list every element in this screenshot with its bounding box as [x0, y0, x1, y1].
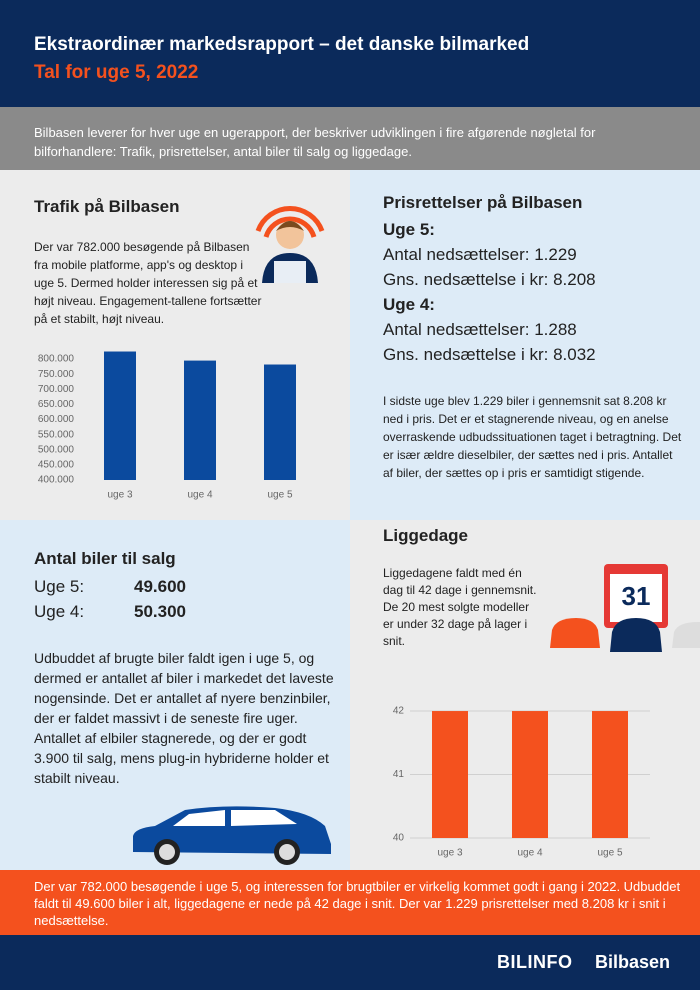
- calendar-cars-icon: 31: [550, 564, 700, 652]
- antal-rows: Uge 5: 49.600 Uge 4: 50.300: [34, 574, 186, 624]
- person-icon: [255, 205, 325, 283]
- y-tick-label: 400.000: [38, 475, 75, 486]
- panel-title: Antal biler til salg: [34, 549, 176, 568]
- y-tick-label: 40: [393, 833, 405, 844]
- summary-band: Der var 782.000 besøgende i uge 5, og in…: [0, 870, 700, 935]
- x-tick-label: uge 3: [437, 848, 462, 859]
- footer: BILINFO Bilbasen: [0, 935, 700, 990]
- y-tick-label: 450.000: [38, 460, 75, 471]
- bar: [512, 711, 548, 838]
- car-icon: [133, 806, 331, 865]
- traffic-chart: 400.000 450.000 500.000 550.000 600.000 650.0…: [38, 351, 296, 501]
- intro-band: Bilbasen leverer for hver uge en ugerapp…: [0, 107, 700, 170]
- y-tick-label: 750.000: [38, 369, 75, 380]
- panel-title: Liggedage: [383, 526, 469, 545]
- panel-title: Prisrettelser på Bilbasen: [383, 193, 583, 212]
- summary: Der var 782.000 besøgende i uge 5, og in…: [34, 879, 681, 928]
- bar: [264, 364, 296, 480]
- week-line: Antal nedsættelser: 1.288: [383, 320, 577, 339]
- liggedage-chart: 40 41 42 uge 3 uge 4 uge 5: [393, 706, 650, 859]
- y-tick-label: 650.000: [38, 399, 75, 410]
- y-tick-label: 800.000: [38, 354, 75, 365]
- x-tick-label: uge 5: [597, 848, 622, 859]
- y-tick-label: 42: [393, 706, 405, 717]
- bar: [184, 360, 216, 480]
- panel-text: Udbuddet af brugte biler faldt igen i ug…: [34, 650, 334, 786]
- panel-text: I sidste uge blev 1.229 biler i gennemsn…: [383, 394, 682, 480]
- panel-text: Der var 782.000 besøgende på Bilbasen fr…: [34, 240, 262, 326]
- logo: Bilbasen: [595, 952, 671, 972]
- week-label: Uge 4:: [383, 295, 435, 314]
- x-tick-label: uge 3: [107, 490, 132, 501]
- trafik-panel: Trafik på Bilbasen Der var 782.000 besøg…: [0, 170, 350, 520]
- row-label: Uge 5:: [34, 577, 85, 596]
- antal-panel: Antal biler til salg Uge 5: 49.600 Uge 4:…: [0, 520, 350, 870]
- row-value: 49.600: [134, 577, 186, 596]
- y-tick-label: 41: [393, 769, 405, 780]
- panel-title: Trafik på Bilbasen: [34, 197, 180, 216]
- subtitle: Tal for uge 5, 2022: [34, 62, 199, 83]
- bar: [104, 351, 136, 480]
- week-line: Antal nedsættelser: 1.229: [383, 245, 577, 264]
- row: Uge 5: 49.600: [34, 574, 186, 599]
- pris-panel: Prisrettelser på Bilbasen Uge 5: Antal n…: [350, 170, 700, 520]
- calendar-day: 31: [622, 581, 651, 611]
- panel-text: Liggedagene faldt med én dag til 42 dage…: [383, 566, 537, 648]
- week-line: Gns. nedsættelse i kr: 8.032: [383, 345, 596, 364]
- week-label: Uge 5:: [383, 220, 435, 239]
- x-tick-label: uge 4: [517, 848, 542, 859]
- x-tick-label: uge 4: [187, 490, 212, 501]
- logo: BILINFO: [497, 952, 573, 972]
- header: Ekstraordinær markedsrapport – det dansk…: [0, 0, 700, 107]
- y-tick-label: 600.000: [38, 414, 75, 425]
- y-tick-label: 700.000: [38, 384, 75, 395]
- y-tick-label: 500.000: [38, 444, 75, 455]
- title: Ekstraordinær markedsrapport – det dansk…: [34, 34, 530, 55]
- row-value: 50.300: [134, 602, 186, 621]
- x-tick-label: uge 5: [267, 490, 292, 501]
- row-label: Uge 4:: [34, 602, 85, 621]
- pris-weeks: Uge 5: Antal nedsættelser: 1.229 Gns. ne…: [383, 217, 596, 367]
- y-tick-label: 550.000: [38, 429, 75, 440]
- intro: Bilbasen leverer for hver uge en ugerapp…: [34, 125, 596, 159]
- week-line: Gns. nedsættelse i kr: 8.208: [383, 270, 596, 289]
- bar: [592, 711, 628, 838]
- row: Uge 4: 50.300: [34, 599, 186, 624]
- bar: [432, 711, 468, 838]
